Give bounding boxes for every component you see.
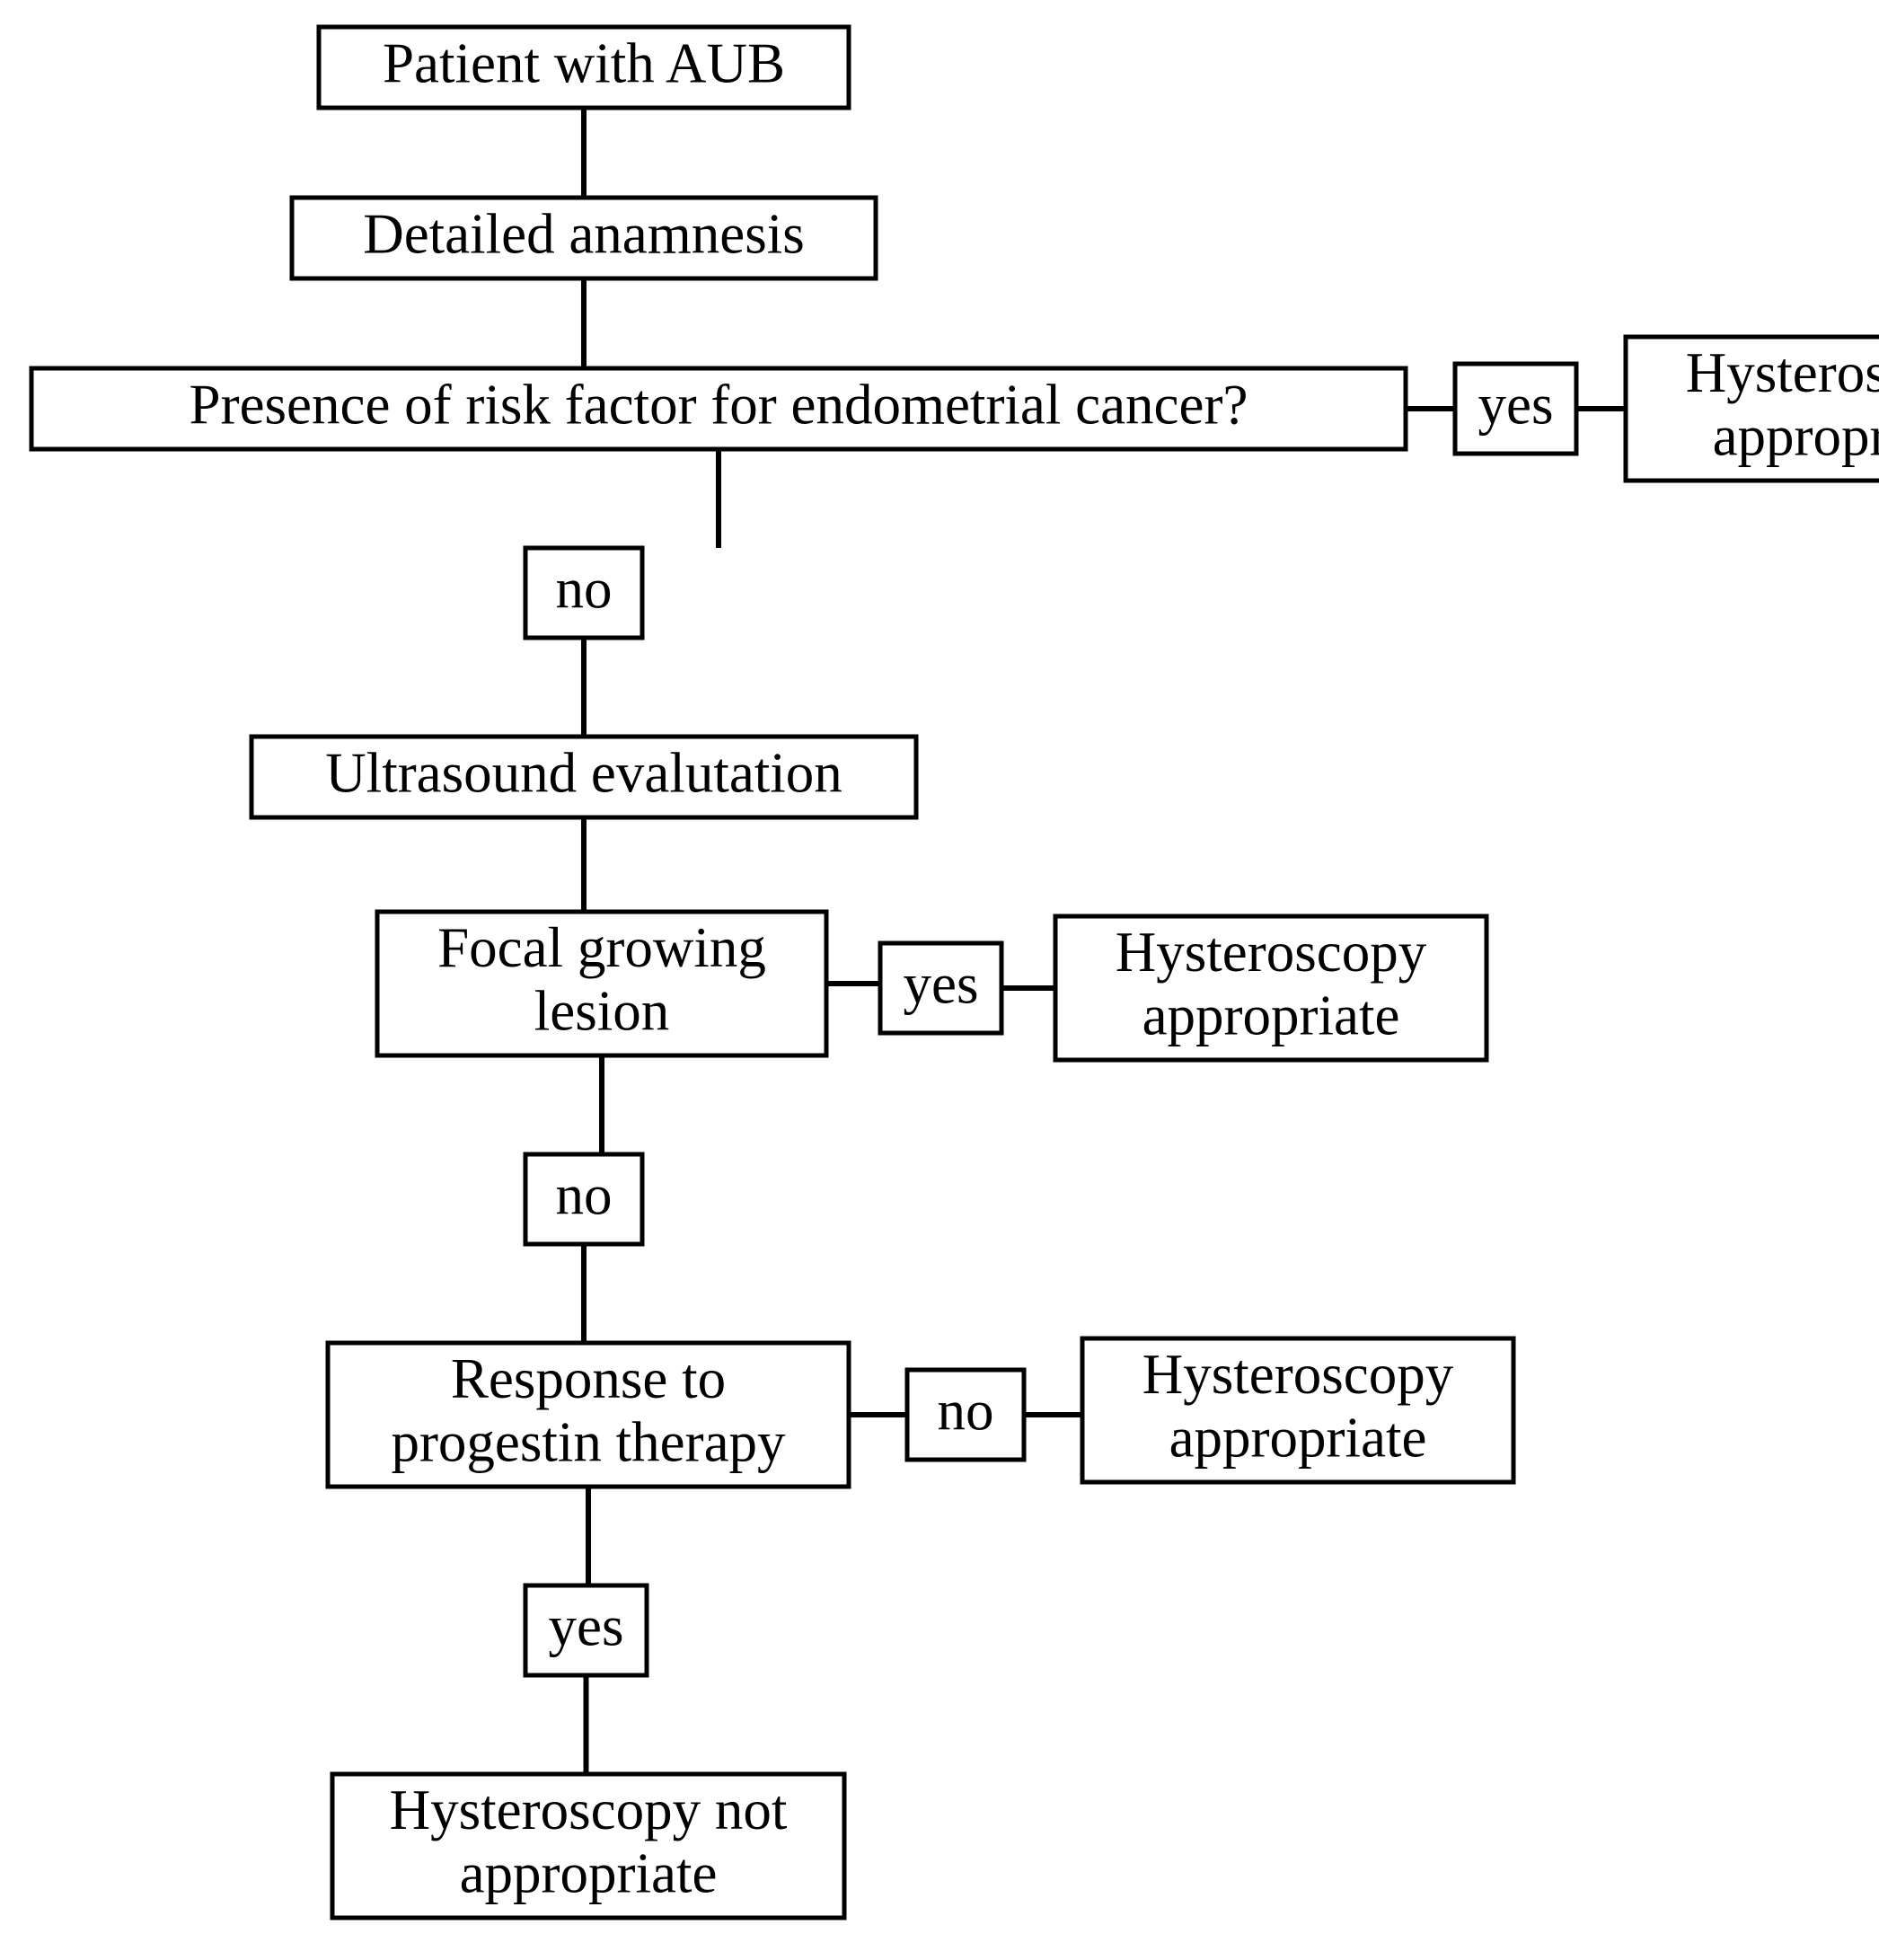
node-label-n9-line1: appropriate [1169, 1407, 1427, 1470]
flowchart: Patient with AUB Detailed anamnesis Presen… [0, 0, 1879, 1960]
node-label-no2: no [556, 1163, 613, 1226]
node-yes3: yes [525, 1585, 647, 1675]
node-yes1: yes [1455, 364, 1576, 454]
node-label-n6-line0: Focal growing [437, 916, 766, 979]
node-label-n6-line1: lesion [534, 980, 670, 1043]
node-label-n4-line1: appropriate [1713, 405, 1879, 468]
node-label-no3: no [938, 1379, 994, 1442]
node-yes2: yes [880, 943, 1001, 1033]
node-n2: Detailed anamnesis [292, 198, 876, 278]
node-n9: Hysteroscopyappropriate [1082, 1338, 1513, 1482]
node-label-n1: Patient with AUB [383, 31, 785, 94]
node-n5: Ultrasound evalutation [251, 737, 916, 817]
node-n6: Focal growinglesion [377, 912, 826, 1055]
node-n4: Hysteroscopyappropriate [1626, 337, 1879, 481]
node-label-n8-line0: Response to [451, 1347, 726, 1410]
node-n3: Presence of risk factor for endometrial … [31, 368, 1406, 449]
node-no1: no [525, 548, 642, 638]
node-label-no1: no [556, 557, 613, 620]
node-label-n3: Presence of risk factor for endometrial … [190, 373, 1248, 436]
node-label-n7-line1: appropriate [1142, 984, 1400, 1047]
node-n1: Patient with AUB [319, 27, 849, 108]
node-label-yes3: yes [549, 1594, 624, 1657]
node-label-n7-line0: Hysteroscopy [1116, 921, 1427, 984]
node-label-n10-line1: appropriate [460, 1842, 718, 1905]
node-no3: no [907, 1370, 1024, 1460]
node-label-n2: Detailed anamnesis [363, 202, 805, 265]
nodes-group: Patient with AUB Detailed anamnesis Presen… [31, 27, 1879, 1918]
node-no2: no [525, 1154, 642, 1244]
node-label-yes1: yes [1478, 373, 1554, 436]
node-n10: Hysteroscopy notappropriate [332, 1774, 844, 1918]
node-label-n5: Ultrasound evalutation [325, 741, 842, 804]
node-label-n10-line0: Hysteroscopy not [390, 1779, 788, 1841]
node-label-yes2: yes [904, 952, 979, 1015]
node-n8: Response toprogestin therapy [328, 1343, 849, 1487]
node-label-n9-line0: Hysteroscopy [1142, 1343, 1454, 1406]
node-n7: Hysteroscopyappropriate [1055, 916, 1486, 1060]
node-label-n8-line1: progestin therapy [391, 1411, 786, 1474]
node-label-n4-line0: Hysteroscopy [1686, 341, 1879, 404]
